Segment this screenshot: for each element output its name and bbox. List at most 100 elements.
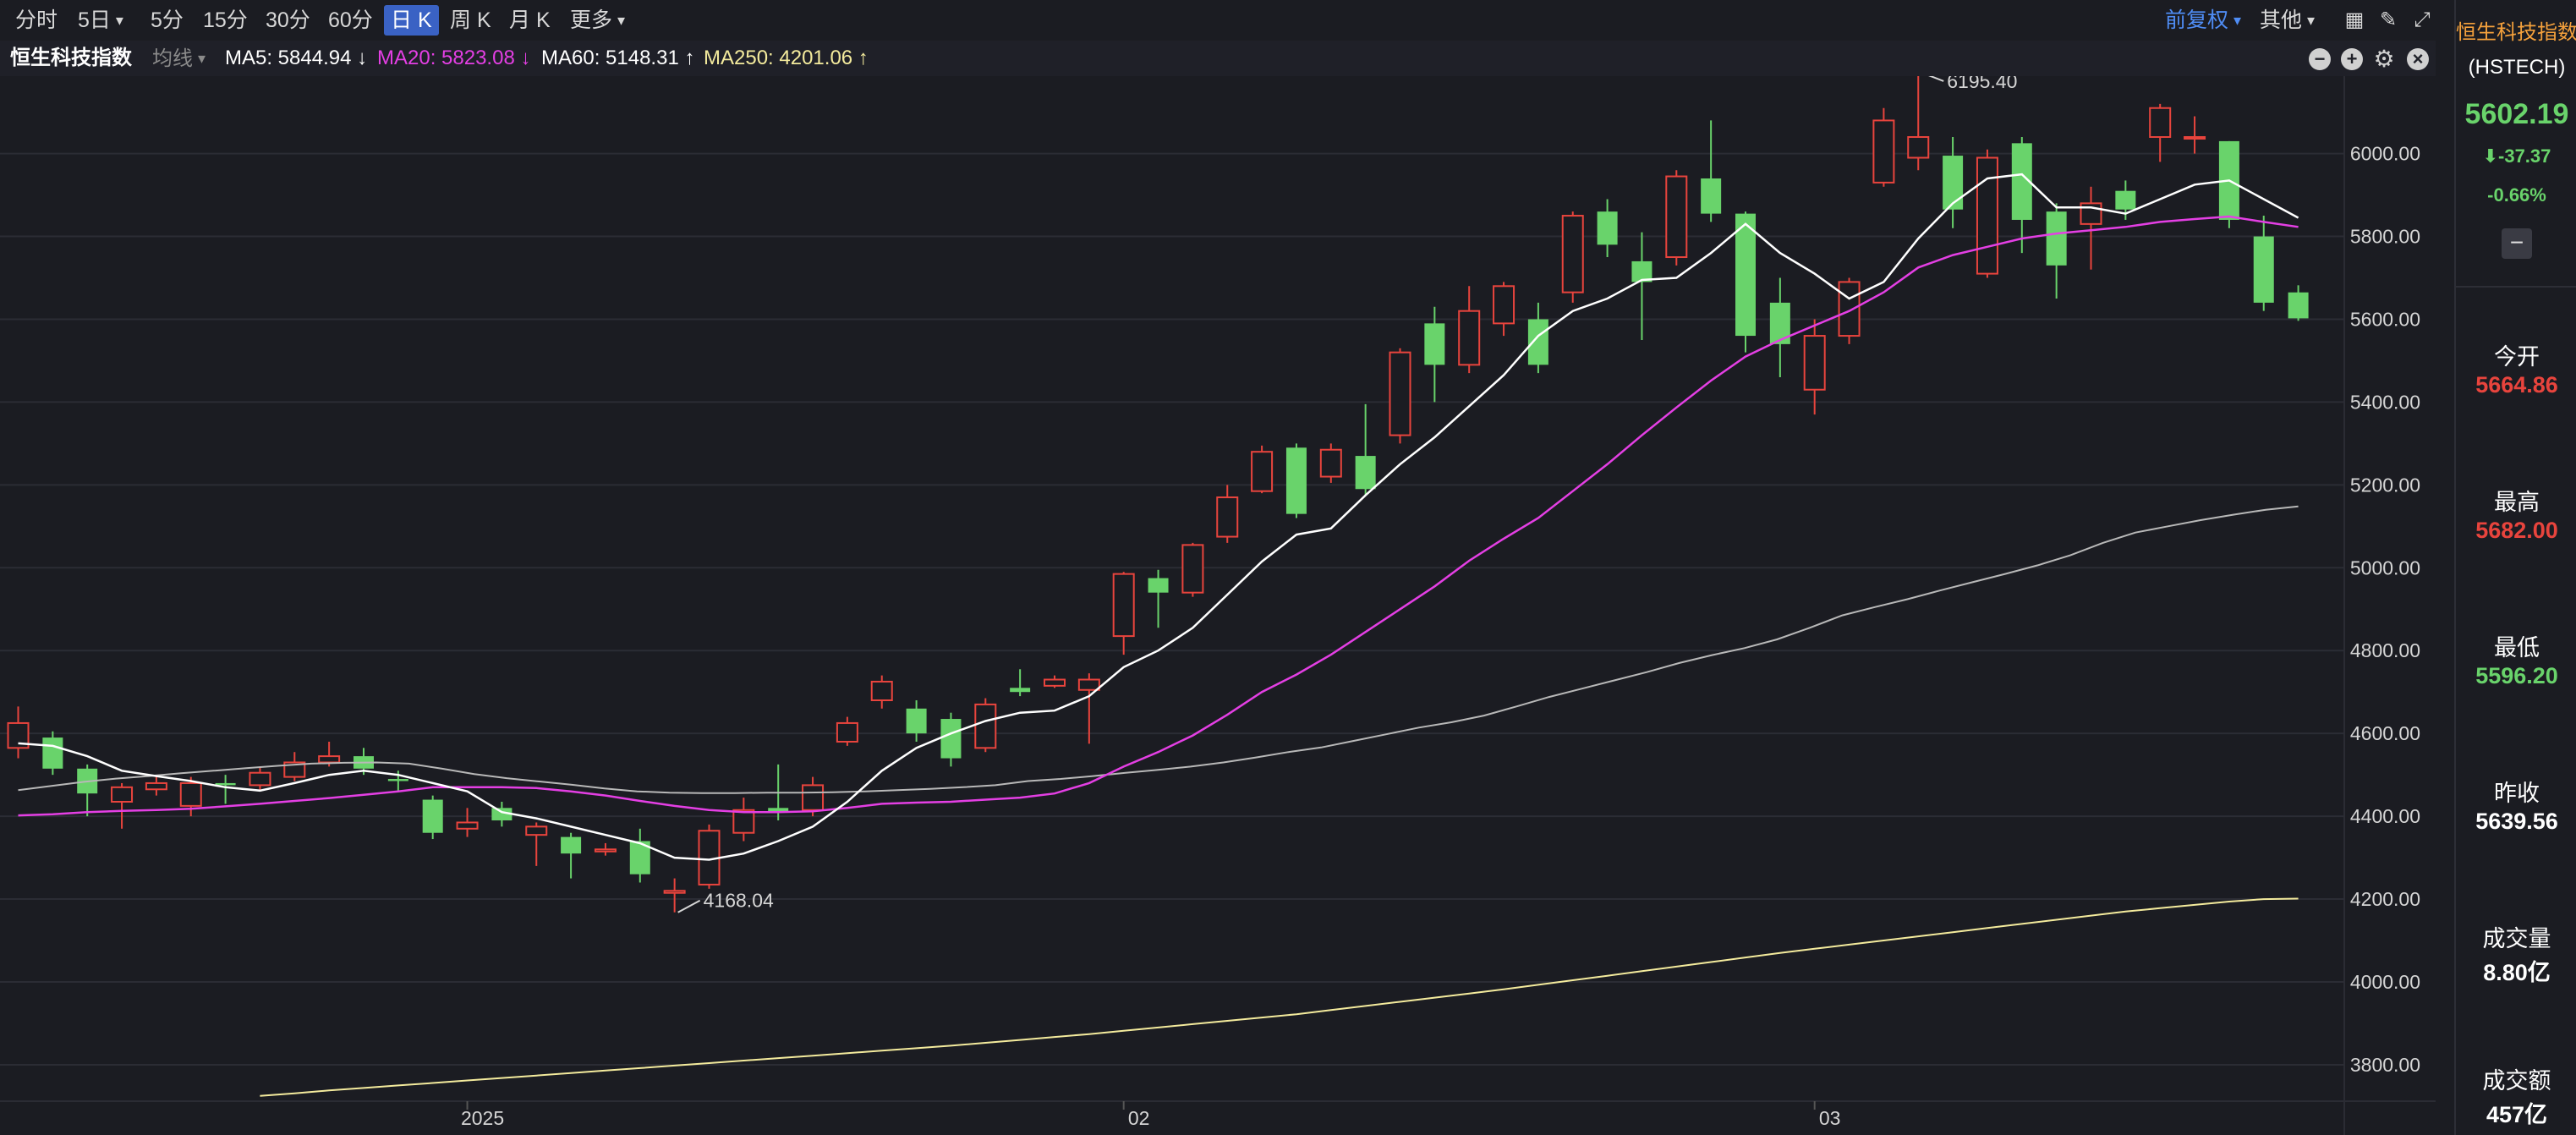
candle — [629, 828, 650, 883]
zoom-in-icon[interactable]: + — [2341, 48, 2363, 70]
stat-label-2: 最低 — [2494, 635, 2540, 661]
period-tab-6[interactable]: 日 K — [384, 5, 439, 36]
candle — [1251, 445, 1274, 494]
candle — [7, 706, 30, 759]
candle — [1319, 443, 1342, 483]
candle — [1077, 673, 1100, 744]
candle — [2149, 103, 2172, 162]
annotation-arrow — [1928, 76, 1944, 82]
y-tick-label: 5000.00 — [2350, 557, 2420, 578]
candle — [1631, 232, 1652, 340]
period-tab-0[interactable]: 分时 — [15, 8, 58, 32]
x-tick-label: 02 — [1128, 1107, 1150, 1129]
candle — [2046, 203, 2067, 299]
candlestick-chart[interactable]: 6000.00 5800.00 5600.00 5400.00 5200.00 5000.… — [0, 76, 2436, 1135]
candle — [1355, 403, 1376, 496]
y-tick-label: 4400.00 — [2350, 805, 2420, 827]
candle — [145, 775, 167, 796]
candle — [1943, 137, 1964, 228]
side-index-code: (HSTECH) — [2468, 56, 2566, 79]
candle — [1148, 569, 1169, 628]
period-tab-8[interactable]: 月 K — [509, 8, 551, 32]
candle — [42, 731, 63, 776]
candle — [1458, 286, 1481, 374]
candle — [836, 716, 858, 746]
y-tick-label: 4000.00 — [2350, 971, 2420, 993]
candle — [1044, 675, 1066, 688]
ma5-legend: MA5: 5844.94 ↓ — [225, 47, 368, 69]
candle — [456, 808, 479, 837]
period-toolbar: 分时 5日 ▾ 5分 15分 30分 60分日 K 周 K 月 K 更多 ▾ 前复权 ▾ 其他 ▾ ▦ ✎ ⤢ — [0, 0, 2454, 41]
stat-value-0: 5664.86 — [2475, 372, 2558, 398]
collapse-panel-button[interactable]: − — [2502, 228, 2532, 259]
candle — [1803, 319, 1826, 415]
y-tick-label: 3800.00 — [2350, 1054, 2420, 1076]
candle — [1424, 306, 1445, 403]
candle — [1976, 149, 1998, 278]
candle — [1872, 107, 1895, 187]
quote-side-panel: 恒生科技指数 (HSTECH) 5602.19 ⬇-37.37 -0.66% −… — [2454, 0, 2576, 1135]
ma20-line — [18, 215, 2299, 817]
candle — [732, 798, 755, 842]
index-title: 恒生科技指数 — [10, 47, 132, 69]
candle — [1838, 277, 1861, 344]
ma20-legend: MA20: 5823.08 ↓ — [377, 47, 531, 69]
other-dropdown[interactable]: 其他 ▾ — [2260, 8, 2316, 32]
candle — [1112, 572, 1135, 655]
annotation-arrow — [677, 899, 701, 913]
candle — [491, 801, 512, 827]
candle — [1216, 485, 1239, 543]
candle — [698, 824, 721, 889]
y-tick-label: 5600.00 — [2350, 308, 2420, 330]
candle — [1389, 348, 1411, 444]
adjust-mode-dropdown[interactable]: 前复权 ▾ — [2165, 8, 2242, 32]
stat-value-1: 5682.00 — [2475, 518, 2558, 543]
x-tick-label: 2025 — [461, 1107, 504, 1129]
period-tab-4[interactable]: 30分 — [266, 8, 310, 32]
candle — [1701, 120, 1722, 222]
price-change-pct: -0.66% — [2487, 184, 2546, 206]
period-tab-2[interactable]: 5分 — [151, 8, 184, 32]
indicator-selector[interactable]: 均线 ▾ — [152, 47, 206, 70]
indicator-legend-bar: 恒生科技指数 均线 ▾ MA5: 5844.94 ↓ MA20: 5823.08 … — [0, 41, 2436, 76]
y-tick-label: 4200.00 — [2350, 888, 2420, 910]
period-tab-7[interactable]: 周 K — [450, 8, 491, 32]
period-tab-9[interactable]: 更多 ▾ — [570, 8, 626, 32]
candle — [1285, 443, 1307, 518]
ma5-line — [18, 173, 2299, 861]
candle — [663, 878, 686, 913]
zoom-out-icon[interactable]: − — [2309, 48, 2331, 70]
stat-value-2: 5596.20 — [2475, 663, 2558, 688]
close-icon[interactable]: × — [2407, 48, 2429, 70]
candle — [1181, 542, 1204, 597]
period-tab-5[interactable]: 60分 — [328, 8, 373, 32]
period-tab-3[interactable]: 15分 — [203, 8, 248, 32]
stat-value-3: 5639.56 — [2475, 809, 2558, 834]
draw-icon[interactable]: ✎ — [2379, 8, 2398, 31]
stat-label-3: 昨收 — [2494, 781, 2540, 806]
candle — [906, 700, 927, 742]
price-change: ⬇-37.37 — [2482, 145, 2551, 167]
candle — [422, 795, 443, 840]
candle — [561, 832, 582, 879]
period-tab-1[interactable]: 5日 ▾ — [78, 8, 123, 32]
candle — [974, 698, 997, 753]
candle — [1561, 211, 1584, 303]
layout-icon[interactable]: ▦ — [2344, 8, 2365, 31]
side-index-name: 恒生科技指数 — [2456, 21, 2576, 44]
candle — [525, 822, 548, 866]
candle — [2288, 285, 2309, 321]
candle — [870, 675, 893, 709]
stat-label-1: 最高 — [2494, 490, 2540, 515]
y-tick-label: 5400.00 — [2350, 391, 2420, 413]
settings-icon[interactable]: ⚙ — [2373, 46, 2395, 72]
candle — [77, 764, 98, 817]
candle — [111, 782, 134, 829]
stat-value-4: 8.80亿 — [2483, 960, 2551, 985]
stat-label-0: 今开 — [2494, 344, 2540, 370]
fullscreen-icon[interactable]: ⤢ — [2414, 8, 2431, 31]
ma60-line — [18, 505, 2299, 794]
candle — [594, 842, 617, 856]
candle — [1665, 170, 1688, 266]
stat-label-5: 成交额 — [2482, 1068, 2551, 1094]
